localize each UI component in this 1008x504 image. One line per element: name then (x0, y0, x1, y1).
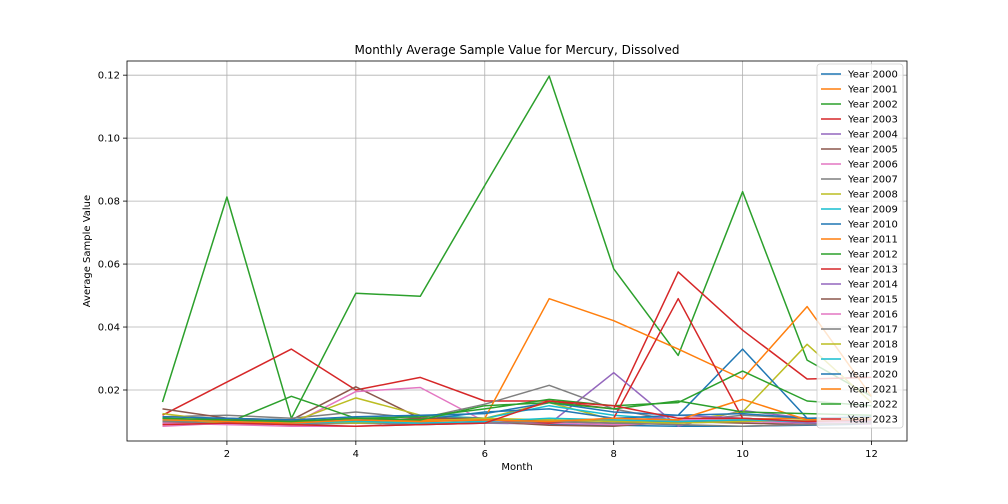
legend-label: Year 2010 (847, 220, 898, 231)
legend-label: Year 2012 (847, 250, 898, 261)
legend-box (816, 63, 904, 429)
legend-label: Year 2022 (847, 400, 898, 411)
plot-frame (126, 60, 908, 442)
y-tick-label: 0.08 (98, 197, 120, 208)
x-tick-label: 2 (224, 449, 230, 460)
legend-label: Year 2018 (847, 340, 898, 351)
legend-label: Year 2021 (847, 385, 898, 396)
x-axis-label: Month (501, 462, 532, 473)
legend-label: Year 2002 (847, 100, 898, 111)
legend-label: Year 2007 (847, 175, 898, 186)
y-tick-label: 0.02 (98, 385, 120, 396)
legend-label: Year 2023 (847, 415, 898, 426)
legend-label: Year 2020 (847, 370, 898, 381)
legend-label: Year 2001 (847, 85, 898, 96)
legend-label: Year 2006 (847, 160, 898, 171)
legend-label: Year 2000 (847, 70, 898, 81)
series-line-year-2022 (162, 400, 872, 423)
y-tick-label: 0.12 (98, 71, 120, 82)
series-line-year-2020 (162, 401, 872, 421)
legend-label: Year 2013 (847, 265, 898, 276)
y-tick-label: 0.10 (98, 134, 120, 145)
legend-label: Year 2017 (847, 325, 898, 336)
legend-label: Year 2003 (847, 115, 898, 126)
series-line-year-2021 (162, 398, 872, 424)
series-layer (161, 75, 873, 427)
axis-ticks: 2 4 6 8 10 12 0.02 0.04 0.06 0.08 0.10 0.12 (98, 71, 878, 460)
y-axis-label: Average Sample Value (82, 195, 93, 307)
legend-label: Year 2011 (847, 235, 898, 246)
series-line-year-2002 (161, 75, 872, 420)
x-tick-label: 4 (353, 449, 359, 460)
x-tick-label: 6 (482, 449, 488, 460)
x-tick-label: 12 (865, 449, 878, 460)
legend-label: Year 2019 (847, 355, 898, 366)
legend-label: Year 2009 (847, 205, 898, 216)
x-tick-label: 10 (736, 449, 749, 460)
grid (127, 61, 907, 441)
y-tick-label: 0.04 (98, 323, 120, 334)
series-line-year-2023 (162, 400, 872, 427)
y-tick-label: 0.06 (98, 260, 120, 271)
legend-label: Year 2014 (847, 280, 898, 291)
x-tick-label: 8 (611, 449, 617, 460)
legend-label: Year 2005 (847, 145, 898, 156)
chart-title: Monthly Average Sample Value for Mercury… (355, 43, 680, 57)
series-line-year-2003 (162, 271, 872, 416)
legend-label: Year 2004 (847, 130, 898, 141)
legend: Year 2000 Year 2001 Year 2002 Year 2003 Year… (816, 63, 904, 429)
legend-label: Year 2015 (847, 295, 898, 306)
legend-label: Year 2008 (847, 190, 898, 201)
series-line-year-2007 (162, 384, 872, 423)
legend-label: Year 2016 (847, 310, 898, 321)
